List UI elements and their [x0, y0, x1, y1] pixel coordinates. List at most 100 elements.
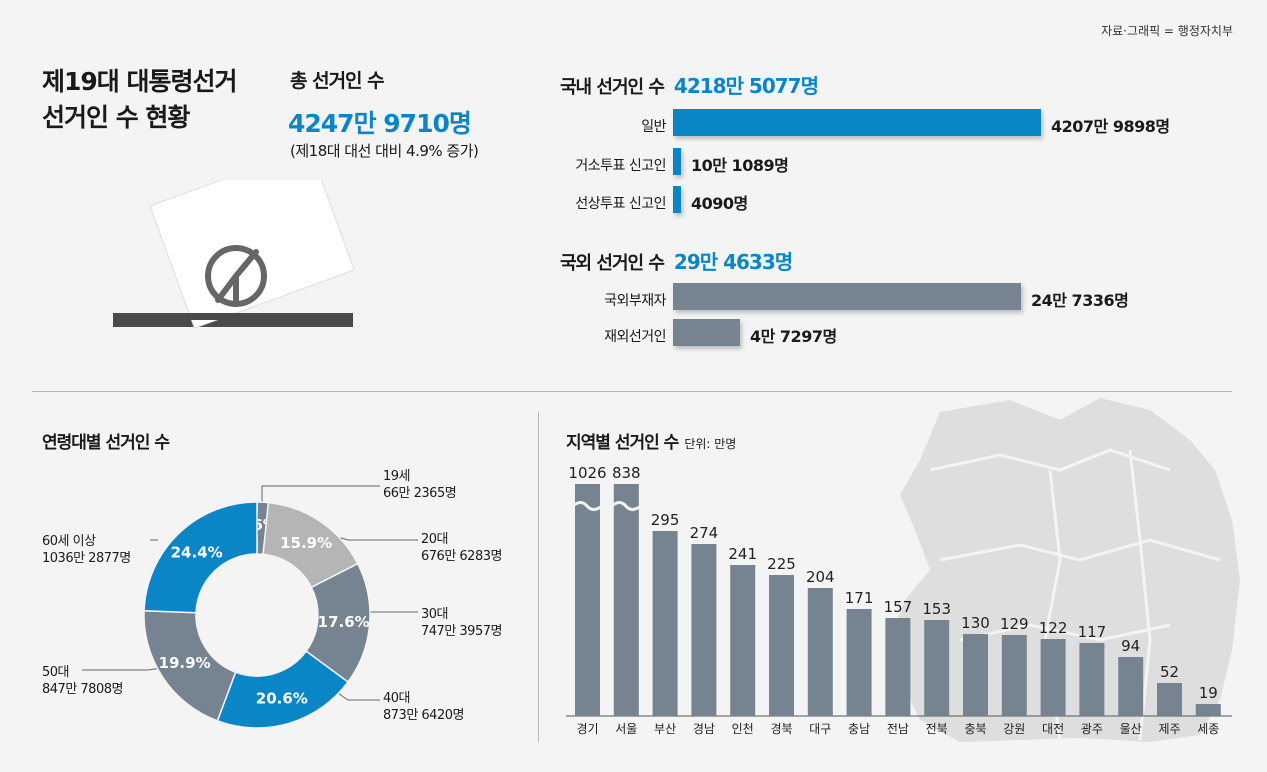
region-value-label: 122 — [1039, 619, 1068, 637]
age-annotation-30s: 30대 747만 3957명 — [421, 606, 502, 640]
age-slice-label: 19.9% — [159, 654, 211, 672]
domestic-heading: 국내 선거인 수 4218만 5077명 — [560, 70, 819, 99]
region-category-label: 광주 — [1081, 722, 1103, 736]
ballot-box-icon — [113, 180, 355, 329]
region-category-label: 울산 — [1120, 722, 1142, 736]
region-value-label: 204 — [806, 568, 835, 586]
region-value-label: 19 — [1199, 684, 1218, 702]
region-bar — [652, 531, 678, 716]
age-annotation-count: 676만 6283명 — [421, 549, 502, 564]
age-annotation-label: 40대 — [383, 691, 411, 706]
region-category-label: 전북 — [926, 722, 948, 736]
overseas-row-label: 재외선거인 — [604, 329, 666, 345]
age-annotation-count: 66만 2365명 — [383, 486, 457, 501]
region-bar — [846, 609, 872, 716]
region-bar — [730, 565, 756, 716]
region-chart-unit: 단위: 만명 — [684, 437, 737, 451]
region-value-label: 52 — [1160, 663, 1179, 681]
region-value-label: 130 — [961, 614, 990, 632]
region-category-label: 충남 — [848, 722, 870, 736]
age-annotation-19: 19세 66만 2365명 — [383, 468, 457, 502]
region-bar — [1118, 657, 1144, 716]
age-slice-label: 15.9% — [280, 534, 332, 552]
axis-break-mark — [610, 501, 642, 511]
region-bar — [807, 588, 833, 716]
region-value-label: 129 — [1000, 615, 1029, 633]
region-value-label: 157 — [884, 598, 913, 616]
total-voters-note: (제18대 대선 대비 4.9% 증가) — [290, 142, 479, 160]
domestic-label: 국내 선거인 수 — [560, 77, 665, 98]
overseas-bar — [673, 283, 1021, 310]
age-slice-label: 20.6% — [256, 689, 308, 707]
region-category-label: 인천 — [732, 721, 754, 736]
age-annotation-label: 20대 — [421, 532, 449, 547]
domestic-value: 4218만 5077명 — [673, 74, 819, 98]
age-annotation-20s: 20대 676만 6283명 — [421, 531, 502, 565]
region-bar — [1157, 683, 1182, 716]
region-category-label: 전남 — [887, 722, 909, 736]
domestic-row-label: 선상투표 신고인 — [575, 196, 666, 212]
region-value-label: 153 — [922, 600, 951, 618]
domestic-bar — [673, 148, 681, 175]
region-bar — [963, 634, 988, 716]
domestic-bar-value: 10만 1089명 — [691, 156, 789, 175]
domestic-bar-value: 4090명 — [691, 194, 748, 213]
region-bar — [924, 620, 950, 716]
region-value-label: 241 — [728, 545, 757, 563]
age-slice — [143, 501, 258, 614]
domestic-row-label: 거소투표 신고인 — [575, 158, 666, 174]
domestic-bar — [673, 186, 681, 213]
overseas-label: 국외 선거인 수 — [560, 253, 665, 274]
age-annotation-count: 873만 6420명 — [383, 708, 464, 723]
section-divider — [32, 391, 1232, 392]
region-bar — [691, 544, 717, 716]
region-bar — [575, 484, 600, 716]
overseas-bar-value: 24만 7336명 — [1031, 291, 1129, 310]
region-bar — [885, 618, 911, 716]
region-value-label: 225 — [767, 555, 796, 573]
region-value-label: 94 — [1121, 637, 1140, 655]
region-chart-title-text: 지역별 선거인 수 — [566, 433, 679, 453]
region-category-label: 부산 — [654, 722, 676, 736]
region-bar — [1001, 635, 1027, 716]
region-category-label: 경기 — [576, 722, 598, 736]
age-annotation-label: 50대 — [42, 665, 70, 680]
total-voters-value: 4247만 9710명 — [288, 109, 472, 138]
age-annotation-label: 60세 이상 — [42, 534, 96, 549]
domestic-row-label: 일반 — [641, 119, 666, 135]
main-title-line-1: 제19대 대통령선거 — [42, 67, 237, 96]
region-bar — [1195, 704, 1221, 716]
region-category-label: 강원 — [1003, 722, 1025, 736]
overseas-heading: 국외 선거인 수 29만 4633명 — [560, 246, 793, 275]
total-voters-label: 총 선거인 수 — [290, 70, 385, 92]
region-bar — [613, 484, 639, 716]
region-category-label: 세종 — [1197, 722, 1219, 736]
region-bar — [1040, 639, 1066, 716]
age-slice-label: 24.4% — [171, 543, 223, 561]
main-title-line-2: 선거인 수 현황 — [42, 103, 190, 132]
age-annotation-count: 1036만 2877명 — [42, 551, 131, 566]
region-bar — [769, 575, 794, 716]
domestic-bar — [673, 109, 1041, 136]
region-value-label: 171 — [845, 589, 874, 607]
korea-map-borders — [929, 448, 1221, 741]
age-annotation-40s: 40대 873만 6420명 — [383, 690, 464, 724]
axis-break-mark — [572, 501, 603, 511]
overseas-bar — [673, 319, 740, 346]
region-chart-title: 지역별 선거인 수 단위: 만명 — [566, 428, 736, 453]
overseas-value: 29만 4633명 — [673, 250, 793, 274]
age-annotation-label: 30대 — [421, 607, 449, 622]
region-category-label: 서울 — [615, 722, 637, 736]
overseas-bar-value: 4만 7297명 — [750, 327, 837, 346]
age-annotation-count: 847만 7808명 — [42, 682, 123, 697]
main-title: 제19대 대통령선거 선거인 수 현황 — [42, 64, 237, 136]
region-category-label: 대구 — [809, 722, 831, 736]
region-value-label: 1026 — [568, 464, 606, 482]
region-category-label: 제주 — [1158, 722, 1180, 736]
age-annotation-50s: 50대 847만 7808명 — [42, 664, 123, 698]
age-annotation-count: 747만 3957명 — [421, 624, 502, 639]
region-category-label: 경북 — [770, 722, 792, 736]
column-divider — [538, 412, 539, 742]
